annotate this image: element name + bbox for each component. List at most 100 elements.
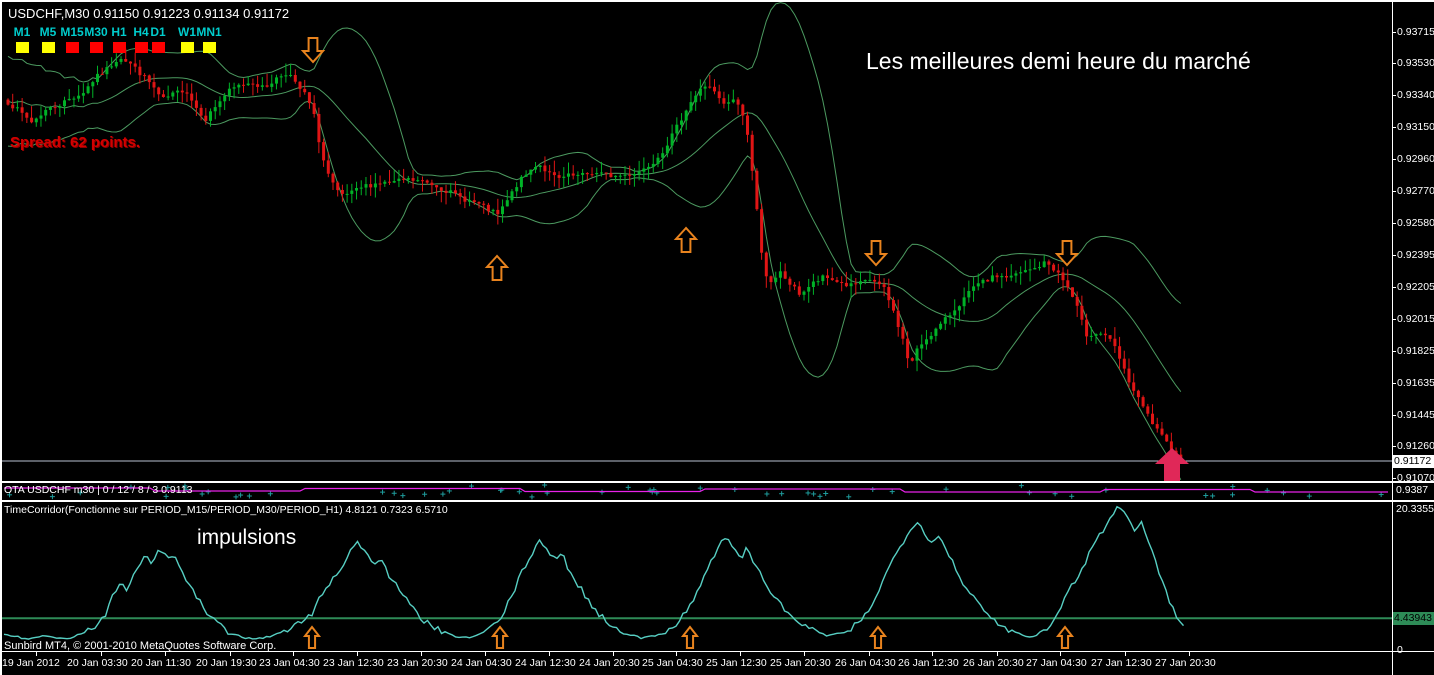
signal-arrow-up[interactable] [673,226,699,253]
timeframe-MN1[interactable]: MN1 [195,25,223,53]
candle-body [816,281,820,283]
time-axis-label: 24 Jan 12:30 [515,657,576,669]
axis-tick [1392,223,1396,224]
candle-body [929,335,933,340]
timeframe-D1[interactable]: D1 [144,25,172,53]
price-axis-label: 0.91260 [1397,440,1434,452]
candle-body [402,178,406,180]
candle-body [849,283,853,287]
candle-body [1028,269,1032,271]
candle-body [81,93,85,96]
ota-indicator-canvas[interactable] [0,483,1392,500]
candle-body [421,180,424,182]
time-axis-label: 25 Jan 20:30 [770,657,831,669]
panel-separator[interactable] [0,481,1434,483]
candle-body [340,190,344,194]
axis-tick [293,652,294,656]
candle-body [373,183,377,188]
price-chart-canvas[interactable] [0,0,1392,482]
timeframe-W1[interactable]: W1 [173,25,201,53]
signal-arrow-up[interactable] [302,625,322,649]
signal-arrow-up[interactable] [1055,625,1075,649]
candle-body [439,187,443,191]
candle-body [1071,287,1074,297]
candle-body [1005,276,1008,278]
candle-body [797,286,801,295]
copyright-label: Sunbird MT4, © 2001-2010 MetaQuotes Soft… [4,640,277,652]
candle-body [119,59,123,62]
panel-separator[interactable] [0,500,1434,502]
time-axis-label: 19 Jan 2012 [2,657,60,669]
axis-tick [36,652,37,656]
timeframe-M5[interactable]: M5 [34,25,62,53]
candle-body [1085,319,1089,337]
timecorridor-canvas[interactable] [0,502,1392,651]
current-price-badge: 0.91172 [1393,455,1434,468]
candle-body [242,84,245,86]
timeframe-state-square [134,42,148,53]
candle-body [990,275,994,282]
candle-body [298,81,302,89]
time-axis-label: 27 Jan 20:30 [1155,657,1216,669]
candle-body [675,124,679,134]
candle-body [939,323,943,329]
axis-tick [1189,652,1190,656]
candle-body [840,282,844,283]
candle-body [209,111,212,121]
candle-body [713,86,716,92]
signal-arrow-down[interactable] [300,37,326,64]
signal-arrow-up[interactable] [868,625,888,649]
axis-tick [1392,351,1396,352]
signal-arrow-down[interactable] [1054,240,1080,267]
price-axis[interactable]: 0.93715 0.93530 0.93340 0.93150 0.92960 0.927… [1392,0,1434,675]
candle-body [665,145,669,154]
candle-body [1118,346,1122,359]
signal-arrow-down[interactable] [863,240,889,267]
candle-body [515,187,519,192]
timeframe-H1[interactable]: H1 [105,25,133,53]
candle-body [920,344,924,349]
signal-arrow-up[interactable] [490,625,510,649]
candle-body [378,183,382,185]
candle-body [1151,413,1154,425]
timeframe-M1[interactable]: M1 [8,25,36,53]
candle-body [590,174,594,176]
trend-arrow-up[interactable] [1155,448,1189,482]
candle-body [731,99,735,103]
candle-body [369,184,373,188]
candle-body [1056,270,1060,273]
candle-body [303,88,307,93]
candle-body [925,339,928,345]
candle-body [425,180,429,183]
candle-body [34,118,38,123]
time-axis-label: 26 Jan 04:30 [835,657,896,669]
candle-body [307,92,311,104]
timeframe-M30[interactable]: M30 [82,25,110,53]
timeframe-label: H4 [133,25,149,39]
candle-body [246,83,250,86]
time-axis[interactable]: 19 Jan 2012 20 Jan 03:30 20 Jan 11:30 20 Ja… [0,652,1392,675]
timeframe-H4[interactable]: H4 [127,25,155,53]
time-axis-label: 26 Jan 12:30 [898,657,959,669]
candle-body [774,277,778,283]
timeframe-M15[interactable]: M15 [58,25,86,53]
candle-body [147,75,151,83]
signal-arrow-up[interactable] [680,625,700,649]
candle-body [632,174,636,176]
candle-body [534,167,537,170]
timeframe-state-square [15,42,29,53]
candle-body [279,76,283,78]
candle-body [769,276,773,283]
axis-tick [1392,63,1396,64]
candle-body [482,203,486,205]
candle-body [703,86,707,89]
candle-body [1094,334,1098,336]
price-axis-label: 0.91635 [1397,377,1434,389]
axis-tick [421,652,422,656]
candle-body [317,114,321,143]
candle-body [388,181,391,183]
signal-arrow-up[interactable] [484,254,510,281]
axis-tick [485,652,486,656]
candle-body [1160,428,1164,435]
candle-body [1099,333,1103,335]
